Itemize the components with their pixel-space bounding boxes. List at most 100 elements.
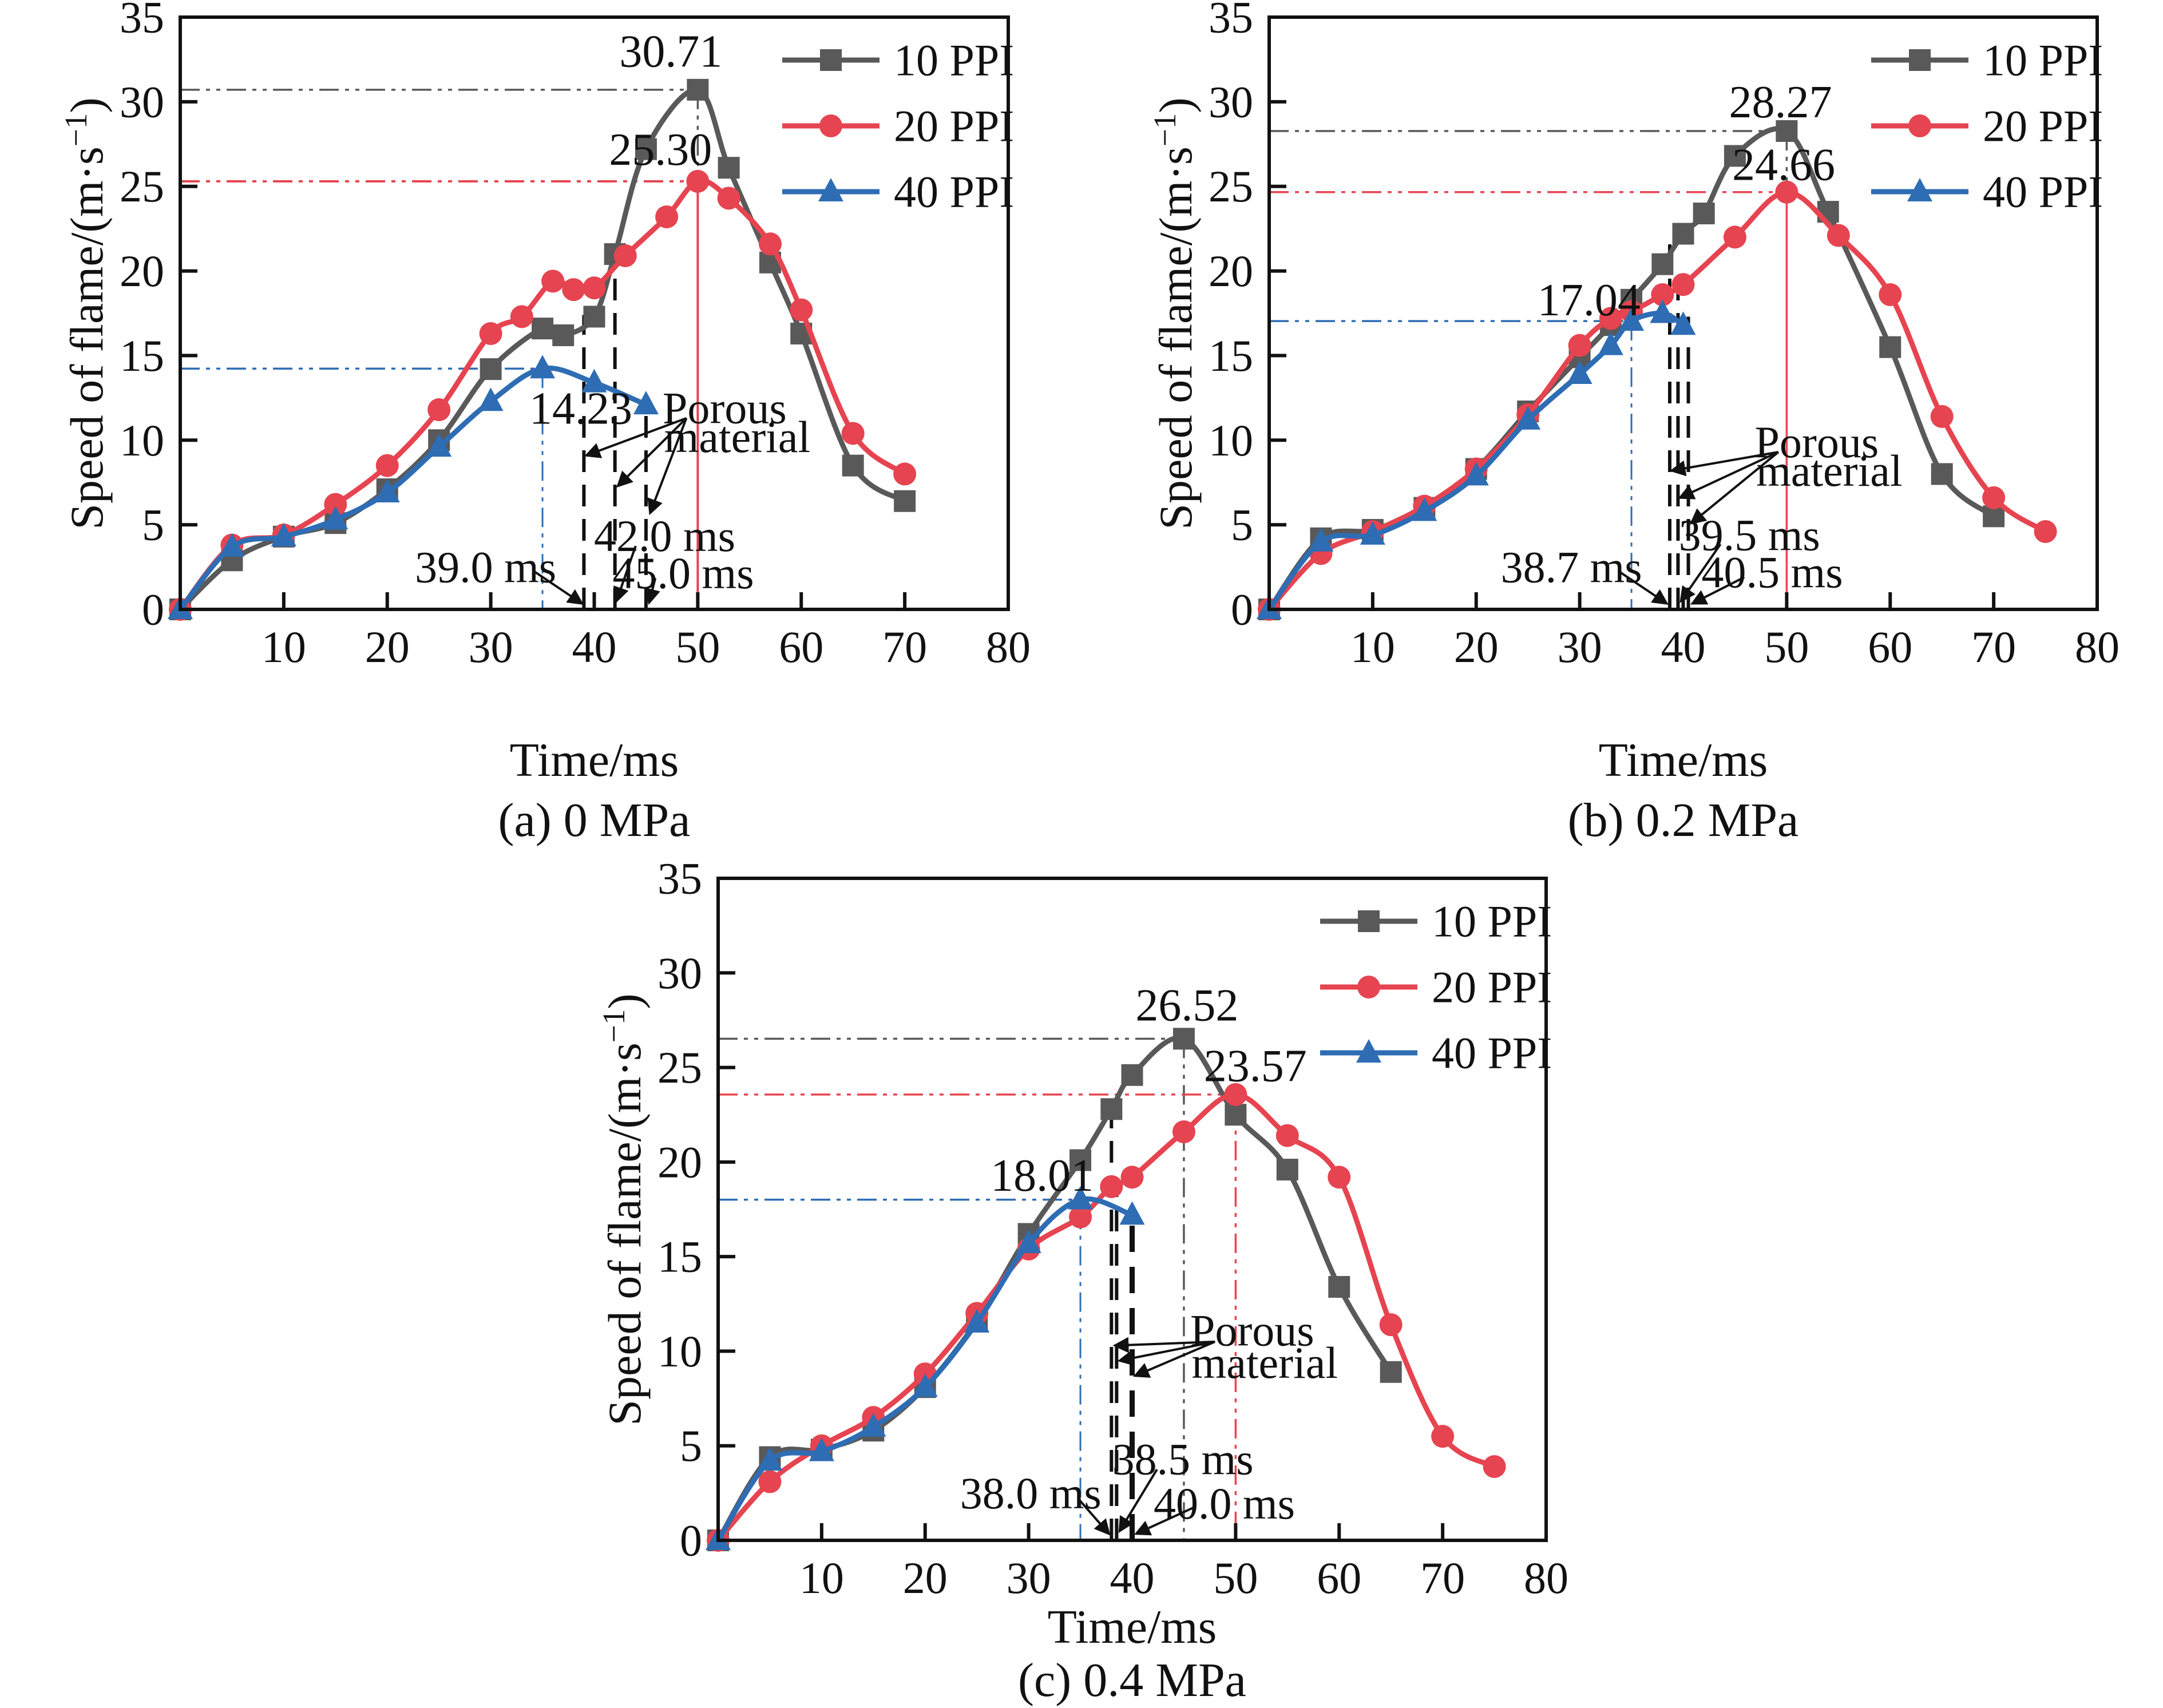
chart-b: 0 5 10 15 20 25 30 35 10 20 30 40 50 60 70 80 28.27 24.66…: [1209, 0, 2120, 672]
caption-chart-a: (a) 0 MPa: [498, 794, 691, 847]
x-axis-label-chart-b: Time/ms: [1598, 734, 1768, 787]
svg-text:24.66: 24.66: [1732, 140, 1835, 190]
svg-text:40: 40: [1661, 622, 1706, 672]
chart-c-axes: 0 5 10 15 20 25 30 35 10 20 30 40 50 60 70 80: [657, 854, 1568, 1603]
chart-a-reference-lines: [180, 89, 699, 609]
chart-b-series-20-ppi: [1258, 180, 2057, 621]
svg-text:5: 5: [1231, 500, 1253, 550]
svg-text:0: 0: [680, 1516, 702, 1566]
svg-text:40 PPI: 40 PPI: [1432, 1028, 1552, 1078]
svg-text:50: 50: [1213, 1553, 1258, 1603]
svg-text:5: 5: [142, 500, 164, 550]
caption-chart-b: (b) 0.2 MPa: [1567, 794, 1799, 847]
chart-c-reference-lines: [718, 1037, 1237, 1540]
chart-c-legend: 10 PPI 20 PPI 40 PPI: [1320, 897, 1552, 1078]
svg-text:70: 70: [1420, 1553, 1465, 1603]
svg-text:17.04: 17.04: [1538, 275, 1641, 326]
svg-text:material: material: [1756, 446, 1903, 496]
caption-chart-c: (c) 0.4 MPa: [1018, 1654, 1246, 1707]
svg-text:30: 30: [469, 622, 513, 672]
svg-text:39.0 ms: 39.0 ms: [415, 542, 556, 592]
svg-text:20 PPI: 20 PPI: [1432, 962, 1552, 1012]
chart-b-legend: 10 PPI 20 PPI 40 PPI: [1871, 35, 2103, 217]
svg-text:38.5 ms: 38.5 ms: [1112, 1434, 1254, 1484]
svg-text:30: 30: [1209, 77, 1253, 126]
svg-text:25: 25: [120, 161, 164, 211]
chart-a-legend: 10 PPI 20 PPI 40 PPI: [782, 35, 1014, 217]
svg-text:5: 5: [680, 1421, 702, 1471]
svg-text:10: 10: [120, 415, 164, 465]
chart-a-peak-labels: 30.71 25.30 14.23: [529, 26, 722, 434]
svg-text:14.23: 14.23: [529, 383, 632, 434]
svg-text:25: 25: [1209, 161, 1253, 211]
svg-text:10: 10: [1350, 622, 1395, 672]
svg-text:23.57: 23.57: [1204, 1041, 1307, 1091]
y-axis-label-chart-c: Speed of flame/(m·s−1): [596, 993, 651, 1426]
svg-text:35: 35: [657, 854, 702, 903]
svg-text:20: 20: [365, 622, 410, 672]
svg-text:20: 20: [120, 246, 164, 296]
chart-c: 0 5 10 15 20 25 30 35 10 20 30 40 50 60 70 80 26.52 23.57…: [657, 854, 1568, 1603]
svg-text:50: 50: [1764, 622, 1809, 672]
svg-text:45.0 ms: 45.0 ms: [613, 548, 754, 598]
chart-a-series-20-ppi: [169, 169, 917, 621]
svg-text:30: 30: [1558, 622, 1602, 672]
y-axis-label-chart-a: Speed of flame/(m·s−1): [58, 97, 113, 530]
svg-text:60: 60: [1317, 1553, 1361, 1603]
svg-text:20: 20: [1454, 622, 1499, 672]
svg-text:35: 35: [120, 0, 164, 42]
chart-b-axes: 0 5 10 15 20 25 30 35 10 20 30 40 50 60 70 80: [1209, 0, 2120, 672]
chart-c-series-20-ppi: [707, 1083, 1506, 1552]
svg-text:20 PPI: 20 PPI: [1983, 101, 2103, 151]
svg-text:70: 70: [882, 622, 927, 672]
svg-text:26.52: 26.52: [1135, 981, 1238, 1031]
svg-text:30: 30: [657, 948, 702, 998]
svg-text:0: 0: [142, 585, 164, 635]
chart-c-peak-labels: 26.52 23.57 18.01: [991, 981, 1307, 1202]
svg-text:20: 20: [657, 1137, 702, 1187]
x-axis-label-chart-a: Time/ms: [509, 734, 679, 787]
x-axis-label-chart-c: Time/ms: [1047, 1600, 1217, 1654]
svg-text:40.0 ms: 40.0 ms: [1154, 1479, 1295, 1528]
svg-text:35: 35: [1209, 0, 1253, 42]
svg-text:40: 40: [572, 622, 617, 672]
svg-text:80: 80: [2075, 622, 2120, 672]
svg-text:30: 30: [1007, 1553, 1051, 1603]
svg-text:25.30: 25.30: [609, 125, 712, 175]
svg-text:10: 10: [1209, 415, 1253, 465]
svg-text:30: 30: [120, 77, 164, 126]
chart-b-peak-labels: 28.27 24.66 17.04: [1538, 77, 1835, 326]
svg-text:60: 60: [779, 622, 823, 672]
svg-text:18.01: 18.01: [991, 1151, 1094, 1201]
svg-text:38.0 ms: 38.0 ms: [960, 1468, 1102, 1518]
svg-text:Porous: Porous: [1190, 1306, 1314, 1356]
chart-a-axes: 0 5 10 15 20 25 30 35 10 20 30 40 50 60 70 80: [120, 0, 1031, 672]
svg-text:15: 15: [120, 331, 164, 381]
svg-text:40 PPI: 40 PPI: [1983, 167, 2103, 217]
svg-text:42.0 ms: 42.0 ms: [594, 511, 735, 561]
svg-text:38.7 ms: 38.7 ms: [1501, 542, 1642, 592]
svg-text:15: 15: [657, 1232, 702, 1282]
y-axis-label-chart-b: Speed of flame/(m·s−1): [1147, 97, 1202, 530]
svg-text:20 PPI: 20 PPI: [894, 101, 1014, 151]
svg-text:10 PPI: 10 PPI: [1983, 35, 2103, 85]
chart-b-reference-lines: [1269, 130, 1788, 609]
svg-text:10: 10: [657, 1326, 702, 1376]
svg-text:70: 70: [1971, 622, 2016, 672]
svg-text:30.71: 30.71: [619, 26, 722, 77]
svg-text:0: 0: [1231, 585, 1253, 635]
chart-b-series-40-ppi: [1257, 299, 1696, 619]
svg-text:10 PPI: 10 PPI: [1432, 897, 1552, 946]
chart-a: 0 5 10 15 20 25 30 35 10 20 30 40 50 60 70 80 30.71 25.30…: [120, 0, 1031, 672]
svg-text:10 PPI: 10 PPI: [894, 35, 1014, 85]
svg-text:material: material: [1192, 1338, 1338, 1388]
svg-text:50: 50: [675, 622, 720, 672]
svg-text:Porous: Porous: [1754, 417, 1879, 467]
